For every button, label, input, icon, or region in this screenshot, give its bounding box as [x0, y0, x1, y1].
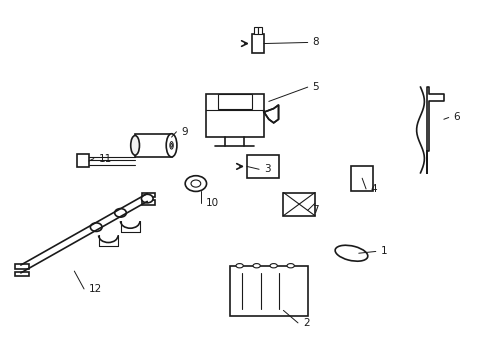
Bar — [217, 94, 251, 109]
Circle shape — [185, 176, 206, 192]
Text: 3: 3 — [264, 164, 270, 174]
Text: 9: 9 — [181, 127, 187, 137]
Text: 12: 12 — [89, 284, 102, 294]
Ellipse shape — [334, 245, 367, 261]
Bar — [205, 94, 264, 137]
Text: 6: 6 — [453, 112, 459, 122]
Circle shape — [90, 223, 102, 231]
Polygon shape — [426, 87, 443, 173]
Text: 8: 8 — [312, 37, 319, 48]
Bar — [15, 264, 29, 269]
Circle shape — [115, 208, 126, 217]
Text: 4: 4 — [370, 184, 377, 194]
Bar — [142, 201, 154, 205]
Polygon shape — [264, 105, 278, 123]
Text: 11: 11 — [99, 154, 112, 163]
Circle shape — [191, 180, 201, 187]
Bar — [229, 266, 307, 316]
Bar — [253, 27, 257, 33]
Bar — [283, 193, 314, 216]
Bar — [135, 134, 171, 157]
Ellipse shape — [166, 134, 177, 157]
Bar — [142, 193, 154, 197]
Ellipse shape — [269, 264, 277, 268]
Bar — [251, 33, 264, 53]
Bar — [77, 154, 89, 167]
Ellipse shape — [252, 264, 260, 268]
Ellipse shape — [286, 264, 294, 268]
Bar — [15, 272, 29, 276]
Ellipse shape — [130, 135, 139, 155]
Circle shape — [141, 194, 153, 203]
Text: 2: 2 — [302, 318, 309, 328]
Bar — [246, 155, 278, 178]
Bar — [351, 166, 372, 191]
Text: 1: 1 — [380, 247, 386, 256]
Bar — [258, 27, 262, 33]
Text: 5: 5 — [312, 82, 319, 92]
Text: 10: 10 — [205, 198, 218, 208]
Ellipse shape — [236, 264, 243, 268]
Text: 7: 7 — [312, 205, 319, 215]
